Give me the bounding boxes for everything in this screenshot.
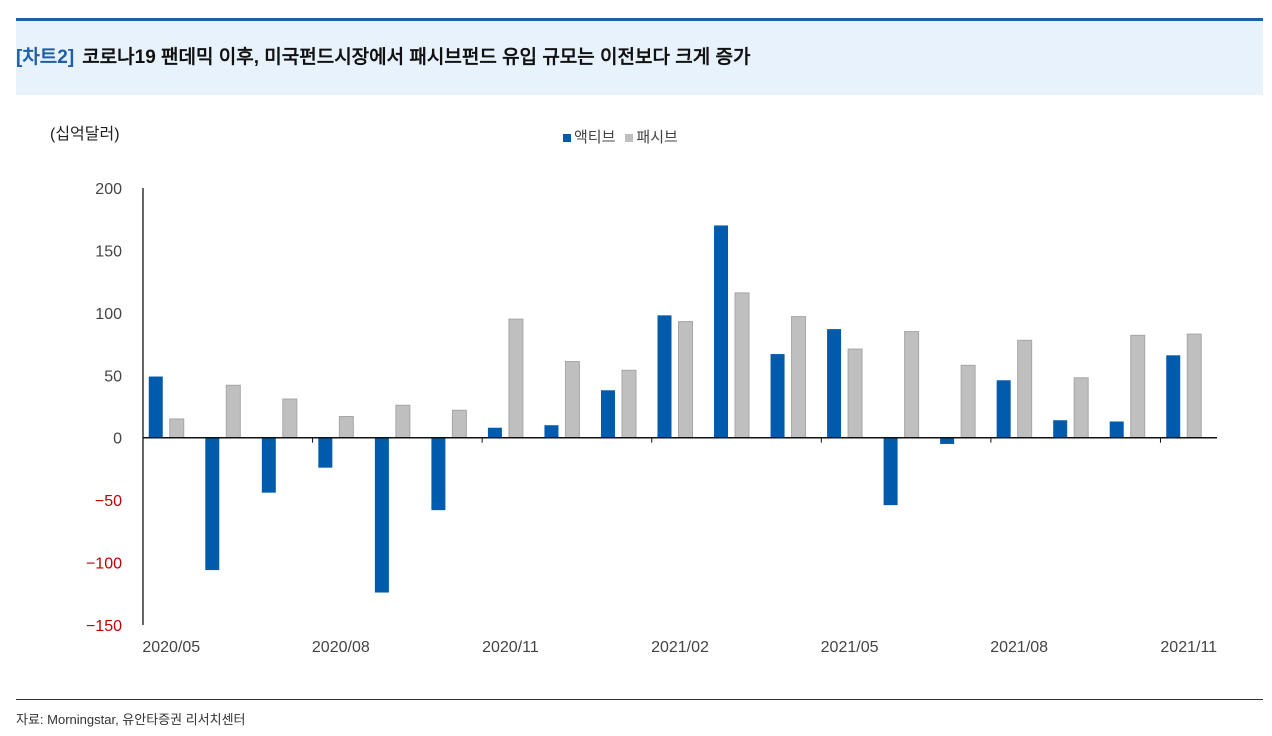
bar-passive	[791, 316, 807, 439]
y-tick-label: 100	[95, 306, 122, 323]
bar-active	[714, 225, 729, 438]
bar-active	[487, 427, 502, 438]
title-top-rule	[16, 18, 1263, 21]
bar-passive	[904, 331, 920, 439]
bar-passive	[169, 418, 185, 439]
bar-passive	[395, 404, 411, 439]
bar-passive	[508, 318, 524, 439]
bar-passive	[960, 364, 976, 439]
bar-passive	[847, 348, 863, 439]
x-tick-label: 2021/05	[821, 639, 879, 656]
y-tick-label: 0	[113, 431, 122, 448]
bar-active	[940, 437, 955, 444]
source-note: 자료: Morningstar, 유안타증권 리서치센터	[16, 712, 246, 727]
bar-passive	[621, 369, 637, 439]
bar-active	[883, 437, 898, 506]
bar-active	[657, 315, 672, 438]
legend-label-active: 액티브	[574, 129, 616, 146]
y-tick-label: −150	[86, 618, 122, 635]
bar-active	[600, 390, 615, 438]
x-tick-label: 2021/02	[651, 639, 709, 656]
legend-swatch-active	[563, 134, 571, 143]
bar-active	[1053, 420, 1068, 438]
y-tick-label: −100	[86, 556, 122, 573]
title-bar	[16, 21, 1263, 95]
bar-passive	[451, 409, 467, 439]
bar-active	[374, 437, 389, 593]
x-tick-label: 2020/05	[142, 639, 200, 656]
bar-active	[544, 425, 559, 438]
bar-active	[770, 354, 785, 438]
y-tick-label: −50	[95, 493, 122, 510]
y-tick-label: 50	[104, 368, 122, 385]
x-tick-label: 2021/08	[990, 639, 1048, 656]
bar-active	[261, 437, 276, 493]
bar-passive	[734, 292, 750, 439]
y-tick-label: 200	[95, 181, 122, 198]
x-tick-label: 2021/11	[1160, 639, 1217, 656]
bar-passive	[282, 398, 298, 439]
bar-active	[431, 437, 446, 511]
bar-passive	[678, 321, 693, 439]
x-tick-label: 2020/11	[482, 639, 539, 656]
legend-item-active: 액티브	[563, 126, 615, 147]
x-tick-label: 2020/08	[312, 639, 370, 656]
bar-active	[1166, 355, 1181, 438]
bar-active	[1109, 421, 1124, 438]
y-unit-label: (십억달러)	[50, 126, 120, 143]
bar-active	[996, 380, 1011, 438]
bar-active	[318, 437, 333, 468]
y-tick-label: 150	[95, 243, 122, 260]
legend-label-passive: 패시브	[636, 129, 678, 146]
legend: 액티브 패시브	[563, 126, 678, 147]
chart-tag: [차트2]	[16, 47, 75, 68]
bar-passive	[564, 361, 580, 439]
bar-passive	[1017, 339, 1033, 439]
bar-active	[205, 437, 220, 571]
bar-passive	[1073, 377, 1089, 439]
legend-swatch-passive	[625, 134, 634, 143]
bar-active	[827, 329, 842, 438]
chart-title: [차트2] 코로나19 팬데믹 이후, 미국펀드시장에서 패시브펀드 유입 규모는…	[16, 42, 750, 69]
footer-rule	[16, 699, 1263, 700]
bar-passive	[225, 384, 241, 439]
bar-passive	[338, 415, 354, 439]
legend-item-passive: 패시브	[625, 126, 678, 147]
bar-active	[148, 376, 163, 438]
bar-passive	[1186, 333, 1202, 439]
bar-passive	[1130, 334, 1146, 439]
chart-title-text: 코로나19 팬데믹 이후, 미국펀드시장에서 패시브펀드 유입 규모는 이전보다…	[82, 47, 751, 68]
